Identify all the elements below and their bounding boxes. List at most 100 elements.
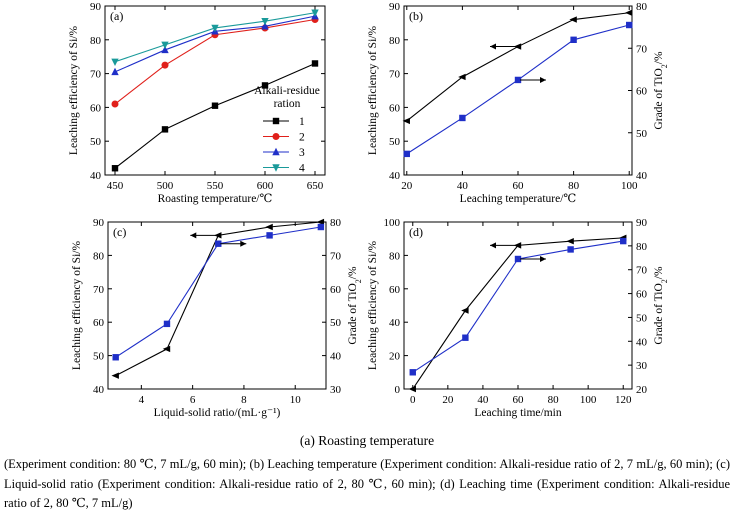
y-tick-label: 80: [389, 250, 401, 262]
y-tick-label: 70: [90, 69, 102, 81]
y2-tick-label: 40: [330, 351, 342, 363]
legend-label: 4: [299, 163, 305, 175]
data-point: [566, 238, 574, 245]
data-point: [514, 255, 522, 263]
data-point: [459, 114, 466, 122]
y2-tick-label: 70: [330, 250, 342, 262]
x-tick-label: 60: [513, 180, 525, 192]
x-tick-label: 40: [477, 394, 489, 406]
arrow-head: [490, 43, 496, 50]
legend-item: 2: [263, 132, 305, 144]
legend-marker: [272, 147, 280, 156]
y-tick-label: 0: [395, 384, 401, 396]
arrow-head: [190, 232, 197, 239]
data-point: [163, 320, 171, 328]
legend-title-line2: ration: [274, 98, 301, 110]
panel-a: 450 500 550 600 650 40 50 60 70 80 90 Roasting temp…: [68, 1, 326, 205]
data-point: [567, 246, 574, 253]
axis-arrow: [490, 242, 516, 249]
x-tick-label: 60: [513, 394, 525, 406]
y2-tick-label: 80: [636, 241, 648, 253]
data-point: [261, 82, 269, 89]
y-tick-label: 70: [93, 284, 105, 296]
data-point: [211, 102, 219, 109]
data-point: [513, 43, 522, 50]
series-line: [406, 12, 630, 122]
plot-frame: [403, 5, 633, 176]
x-tick-label: 10: [290, 394, 302, 406]
series-1: [112, 223, 325, 361]
series-3: [111, 11, 319, 76]
x-tick-label: 40: [457, 180, 469, 192]
data-point: [111, 372, 119, 379]
panel-letter: (c): [113, 225, 126, 239]
legend-item: 4: [263, 163, 305, 175]
arrow-head: [240, 240, 247, 247]
y-tick-label: 60: [93, 317, 105, 329]
data-point: [513, 242, 522, 249]
y-tick-label: 80: [389, 35, 401, 47]
data-point: [626, 21, 633, 29]
y-axis-label: Leaching efficiency of Si/%: [367, 26, 379, 156]
y2-tick-label: 80: [636, 1, 648, 13]
data-point: [261, 18, 269, 26]
data-point: [161, 45, 169, 54]
y-tick-label: 60: [389, 102, 401, 114]
series-0: [408, 234, 627, 393]
series-1: [111, 60, 319, 172]
y2-tick-label: 70: [636, 265, 648, 277]
y-axis-label: Leaching efficiency of Si/%: [71, 241, 83, 371]
y2-tick-label: 90: [636, 217, 648, 229]
x-tick-label: 120: [615, 394, 632, 406]
data-point: [409, 369, 416, 376]
series-0: [402, 9, 633, 125]
x-axis-label: Leaching time/min: [474, 407, 561, 419]
panel-letter: (a): [110, 9, 123, 23]
series-1: [403, 21, 633, 158]
data-point: [569, 16, 577, 23]
y2-tick-label: 50: [330, 317, 342, 329]
y-tick-label: 100: [384, 217, 401, 229]
y-tick-label: 40: [389, 317, 401, 329]
axis-arrow: [220, 240, 247, 247]
data-point: [261, 22, 269, 30]
data-point: [620, 237, 627, 245]
data-point: [265, 223, 273, 231]
x-tick-label: 100: [621, 180, 638, 192]
data-point: [112, 354, 119, 361]
arrow-head: [540, 255, 546, 262]
sub-caption: (Experiment condition: 80 ℃, 7 mL/g, 60 …: [4, 457, 730, 510]
legend-label: 2: [299, 132, 305, 144]
x-tick-label: 550: [207, 180, 224, 192]
y-tick-label: 90: [389, 1, 401, 13]
x-tick-label: 450: [107, 180, 124, 192]
data-point: [625, 9, 633, 16]
x-tick-label: 100: [580, 394, 597, 406]
data-point: [317, 223, 325, 231]
y2-tick-label: 60: [636, 86, 648, 98]
x-tick-label: 0: [410, 394, 416, 406]
axis-arrow: [190, 232, 217, 239]
legend-label: 3: [299, 147, 305, 159]
series-0: [111, 218, 325, 379]
x-tick-label: 20: [442, 394, 454, 406]
y-tick-label: 60: [90, 102, 102, 114]
data-point: [402, 117, 410, 125]
data-point: [461, 307, 469, 314]
data-point: [161, 41, 169, 50]
legend-label: 1: [299, 116, 305, 128]
data-point: [462, 334, 469, 341]
y-axis-label: Leaching efficiency of Si/%: [68, 26, 80, 156]
y-tick-label: 40: [389, 170, 401, 182]
data-point: [161, 126, 169, 133]
data-point: [403, 150, 410, 158]
legend-marker: [272, 164, 280, 172]
y2-tick-label: 20: [636, 384, 648, 396]
x-tick-label: 650: [307, 180, 324, 192]
y2-tick-label: 50: [636, 312, 648, 324]
main-caption: (a) Roasting temperature: [299, 433, 435, 448]
data-point: [316, 218, 325, 226]
y-tick-label: 40: [90, 170, 102, 182]
data-point: [111, 165, 119, 172]
